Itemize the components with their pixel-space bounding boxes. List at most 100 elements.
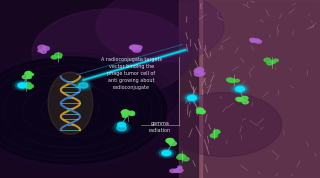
Circle shape bbox=[41, 50, 46, 53]
Circle shape bbox=[130, 113, 135, 116]
Circle shape bbox=[177, 156, 184, 159]
Circle shape bbox=[233, 85, 247, 93]
Circle shape bbox=[0, 93, 106, 157]
Circle shape bbox=[38, 50, 42, 52]
Circle shape bbox=[182, 157, 189, 161]
Circle shape bbox=[185, 94, 199, 102]
Circle shape bbox=[162, 151, 171, 156]
Circle shape bbox=[196, 108, 203, 112]
Circle shape bbox=[264, 58, 271, 62]
Circle shape bbox=[227, 78, 232, 81]
Circle shape bbox=[237, 98, 243, 101]
Circle shape bbox=[187, 95, 197, 101]
Circle shape bbox=[194, 71, 203, 76]
Circle shape bbox=[213, 130, 220, 134]
Circle shape bbox=[78, 83, 88, 88]
Circle shape bbox=[233, 85, 247, 93]
Circle shape bbox=[29, 73, 34, 76]
Circle shape bbox=[13, 80, 32, 91]
Circle shape bbox=[26, 71, 31, 74]
Text: A radioconjugate targets
vector binding the
phage tumor cell of
anti growing abo: A radioconjugate targets vector binding … bbox=[101, 57, 162, 90]
Circle shape bbox=[242, 100, 248, 104]
Circle shape bbox=[182, 93, 202, 103]
Circle shape bbox=[175, 168, 183, 172]
Circle shape bbox=[199, 108, 203, 111]
Circle shape bbox=[22, 75, 29, 79]
Circle shape bbox=[0, 49, 181, 172]
Circle shape bbox=[188, 95, 196, 100]
Circle shape bbox=[230, 80, 235, 83]
Circle shape bbox=[131, 45, 139, 50]
Circle shape bbox=[74, 80, 93, 91]
Circle shape bbox=[18, 83, 27, 88]
Circle shape bbox=[123, 110, 128, 113]
Circle shape bbox=[52, 56, 57, 58]
Circle shape bbox=[42, 46, 49, 51]
Circle shape bbox=[167, 140, 174, 143]
Circle shape bbox=[76, 82, 91, 89]
Circle shape bbox=[159, 149, 173, 157]
Circle shape bbox=[128, 111, 135, 115]
Circle shape bbox=[135, 45, 142, 49]
Circle shape bbox=[253, 39, 259, 42]
Circle shape bbox=[19, 83, 26, 88]
Circle shape bbox=[117, 125, 126, 131]
Circle shape bbox=[0, 53, 174, 168]
Circle shape bbox=[162, 150, 171, 156]
Circle shape bbox=[236, 98, 242, 101]
Circle shape bbox=[130, 46, 137, 49]
Circle shape bbox=[230, 84, 250, 94]
Circle shape bbox=[241, 96, 248, 100]
Circle shape bbox=[163, 151, 170, 155]
Circle shape bbox=[0, 57, 166, 164]
Circle shape bbox=[121, 110, 129, 114]
Circle shape bbox=[122, 114, 127, 117]
Circle shape bbox=[214, 130, 220, 133]
Circle shape bbox=[200, 111, 205, 114]
Circle shape bbox=[236, 87, 244, 91]
Circle shape bbox=[173, 169, 179, 172]
Circle shape bbox=[130, 113, 134, 115]
Circle shape bbox=[179, 155, 186, 158]
Circle shape bbox=[27, 84, 34, 88]
Circle shape bbox=[157, 148, 176, 158]
Circle shape bbox=[115, 124, 129, 132]
Circle shape bbox=[112, 123, 131, 134]
Ellipse shape bbox=[48, 72, 93, 134]
Circle shape bbox=[25, 84, 32, 88]
Circle shape bbox=[199, 72, 204, 75]
Circle shape bbox=[178, 166, 182, 168]
Circle shape bbox=[267, 62, 273, 65]
Circle shape bbox=[210, 134, 218, 138]
Circle shape bbox=[178, 154, 184, 157]
Circle shape bbox=[128, 112, 134, 115]
Circle shape bbox=[274, 59, 278, 62]
Circle shape bbox=[25, 72, 32, 75]
Circle shape bbox=[250, 38, 255, 41]
Circle shape bbox=[199, 110, 205, 113]
Circle shape bbox=[166, 138, 173, 143]
Circle shape bbox=[188, 96, 196, 100]
Circle shape bbox=[115, 121, 129, 129]
Circle shape bbox=[185, 94, 199, 102]
Circle shape bbox=[236, 87, 244, 91]
Circle shape bbox=[26, 82, 31, 85]
Circle shape bbox=[117, 122, 126, 127]
Circle shape bbox=[170, 169, 176, 173]
Circle shape bbox=[196, 111, 201, 113]
Circle shape bbox=[235, 86, 245, 92]
Circle shape bbox=[195, 68, 204, 72]
Circle shape bbox=[58, 56, 61, 58]
Circle shape bbox=[169, 142, 176, 146]
Circle shape bbox=[166, 93, 282, 157]
Circle shape bbox=[256, 40, 261, 43]
Circle shape bbox=[211, 135, 216, 137]
Text: gamma
radiation: gamma radiation bbox=[149, 121, 171, 133]
Circle shape bbox=[122, 111, 126, 113]
Circle shape bbox=[32, 9, 192, 98]
Circle shape bbox=[251, 39, 256, 42]
Circle shape bbox=[28, 87, 31, 89]
Circle shape bbox=[271, 61, 276, 63]
Circle shape bbox=[15, 82, 30, 89]
Circle shape bbox=[54, 53, 62, 57]
